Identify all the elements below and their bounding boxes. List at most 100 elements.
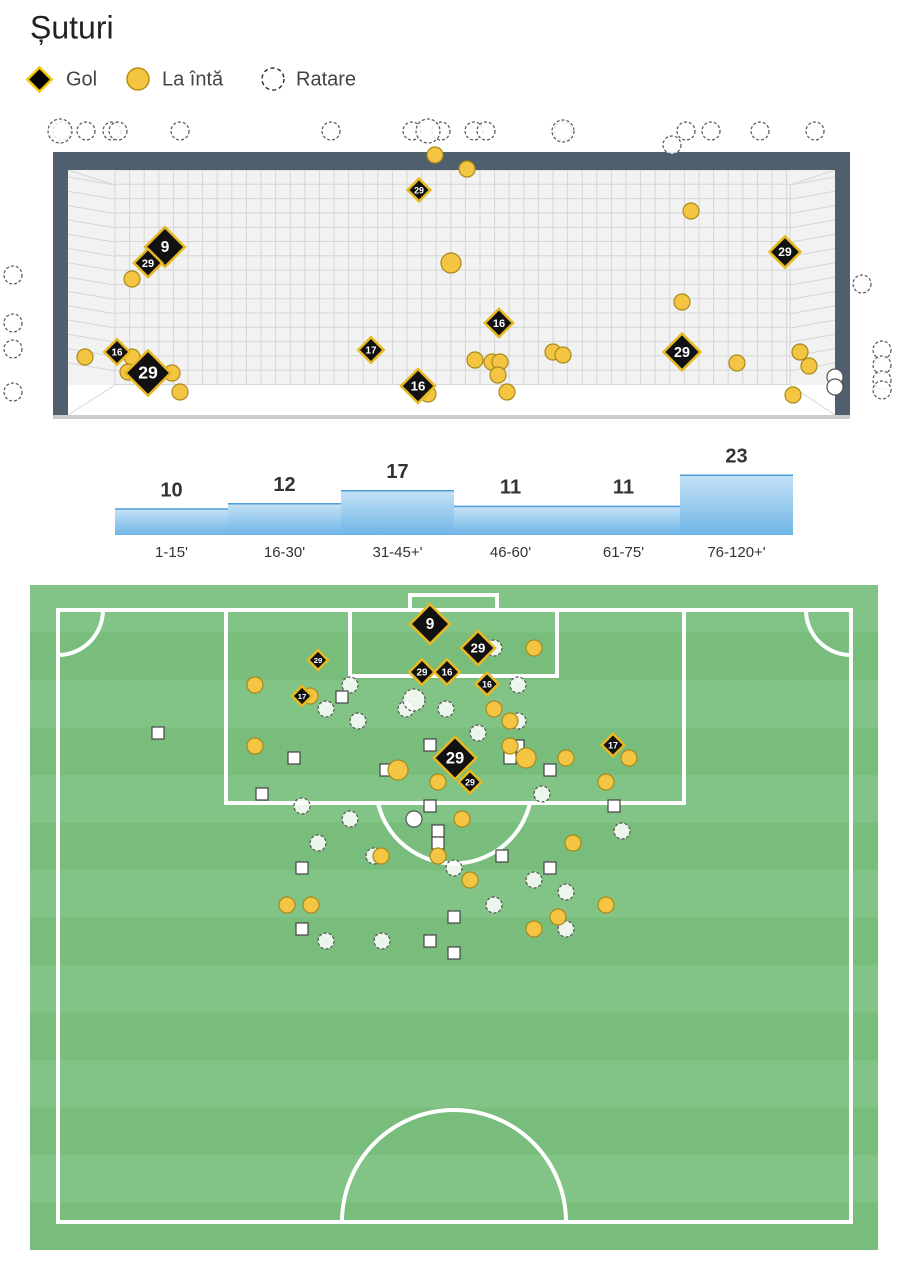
goal-shot: [356, 335, 386, 365]
missed-shot: [557, 920, 575, 938]
time-chart: 10 1-15' 12 16-30' 17 31-45+' 11 46-60' 11 61-75'…: [115, 445, 793, 561]
goal-shot: [459, 629, 497, 667]
net-line: [67, 176, 116, 186]
missed-shot: [47, 118, 73, 144]
goal-shot-number: 9: [161, 239, 170, 256]
missed-shot: [485, 896, 503, 914]
missed-shot: [852, 274, 872, 294]
on-target-shot: [426, 146, 444, 164]
on-target-shot: [554, 346, 572, 364]
bar: [454, 506, 567, 535]
missed-shot: [872, 340, 892, 360]
on-target-shot: [485, 700, 503, 718]
net: [68, 170, 835, 385]
net-line: [67, 190, 116, 200]
goal-shot: [432, 735, 478, 781]
goal-shot: [123, 348, 173, 398]
legend-miss-icon: [261, 67, 285, 91]
on-target-shot: [76, 348, 94, 366]
blocked-shot: [543, 861, 557, 875]
on-target-shot: [501, 712, 519, 730]
missed-shot: [317, 932, 335, 950]
goal-shot-number: 16: [482, 679, 492, 689]
on-target-shot: [458, 160, 476, 178]
on-target-shot: [387, 759, 409, 781]
legend-label: Gol: [66, 68, 97, 90]
goal-shot-number: 16: [442, 668, 453, 679]
net-line: [67, 362, 116, 372]
goal-shot: [456, 768, 484, 796]
missed-shot: [509, 676, 527, 694]
missed-shot: [445, 859, 463, 877]
pitch-stripe: [30, 1107, 878, 1155]
goal-shot: [290, 684, 314, 708]
legend-label: Ratare: [296, 68, 356, 90]
missed-shot: [469, 724, 487, 742]
blocked-shot: [423, 934, 437, 948]
on-target-shot: [246, 737, 264, 755]
legend-on-target-icon: [126, 67, 150, 91]
missed-shot: [3, 265, 23, 285]
on-target-shot: [246, 676, 264, 694]
legend-label: La întă: [162, 68, 224, 90]
bar: [341, 490, 454, 535]
on-target-shot: [549, 908, 567, 926]
goal-shot-number: 17: [298, 692, 307, 701]
missed-shot: [662, 135, 682, 155]
bar-category-label: 76-120+': [707, 544, 765, 561]
on-target-shot: [440, 252, 462, 274]
goal-shot-number: 29: [778, 245, 792, 259]
bar-value-label: 17: [386, 461, 408, 483]
missed-shot: [3, 339, 23, 359]
net-line: [67, 290, 116, 300]
net-line: [789, 333, 836, 343]
left-post: [53, 152, 68, 416]
blocked-shot: [151, 726, 165, 740]
net-line: [789, 219, 836, 229]
on-target-shot: [784, 386, 802, 404]
on-target-shot: [525, 920, 543, 938]
goal-shot: [767, 234, 803, 270]
goal-shot-number: 29: [446, 749, 464, 767]
blocked-shot: [447, 910, 461, 924]
on-target-shot: [461, 871, 479, 889]
on-target-shot: [302, 896, 320, 914]
goal-shot: [473, 670, 501, 698]
on-target-shot: [557, 749, 575, 767]
on-target-shot: [673, 293, 691, 311]
missed-shot: [373, 932, 391, 950]
blocked-shot: [423, 799, 437, 813]
pitch-stripe: [30, 1012, 878, 1060]
net-line: [67, 233, 116, 243]
net-line: [67, 219, 116, 229]
right-post: [835, 152, 850, 416]
on-target-shot: [515, 747, 537, 769]
blocked-shot: [287, 751, 301, 765]
goal-shot-number: 17: [366, 346, 377, 357]
bar: [567, 506, 680, 535]
on-target-shot: [597, 896, 615, 914]
missed-shot: [613, 822, 631, 840]
bar-category-label: 61-75': [603, 544, 644, 561]
net-line: [67, 319, 116, 329]
goal-shot: [407, 657, 437, 687]
net-line: [789, 176, 836, 186]
missed-shot: [317, 700, 335, 718]
missed-shot: [349, 712, 367, 730]
legend: Gol La întă Ratare: [25, 65, 356, 94]
missed-shot: [341, 676, 359, 694]
on-target-shot: [728, 354, 746, 372]
goal-shot-number: 16: [112, 348, 123, 359]
goal-shot-number: 16: [493, 318, 505, 330]
net-line: [67, 262, 116, 272]
missed-shot: [533, 785, 551, 803]
bar: [115, 509, 228, 535]
bar-category-label: 1-15': [155, 544, 188, 561]
missed-shot: [341, 810, 359, 828]
on-target-shot: [525, 639, 543, 657]
missed-shot: [750, 121, 770, 141]
on-target-shot: [564, 834, 582, 852]
bar-value-label: 23: [725, 445, 747, 467]
